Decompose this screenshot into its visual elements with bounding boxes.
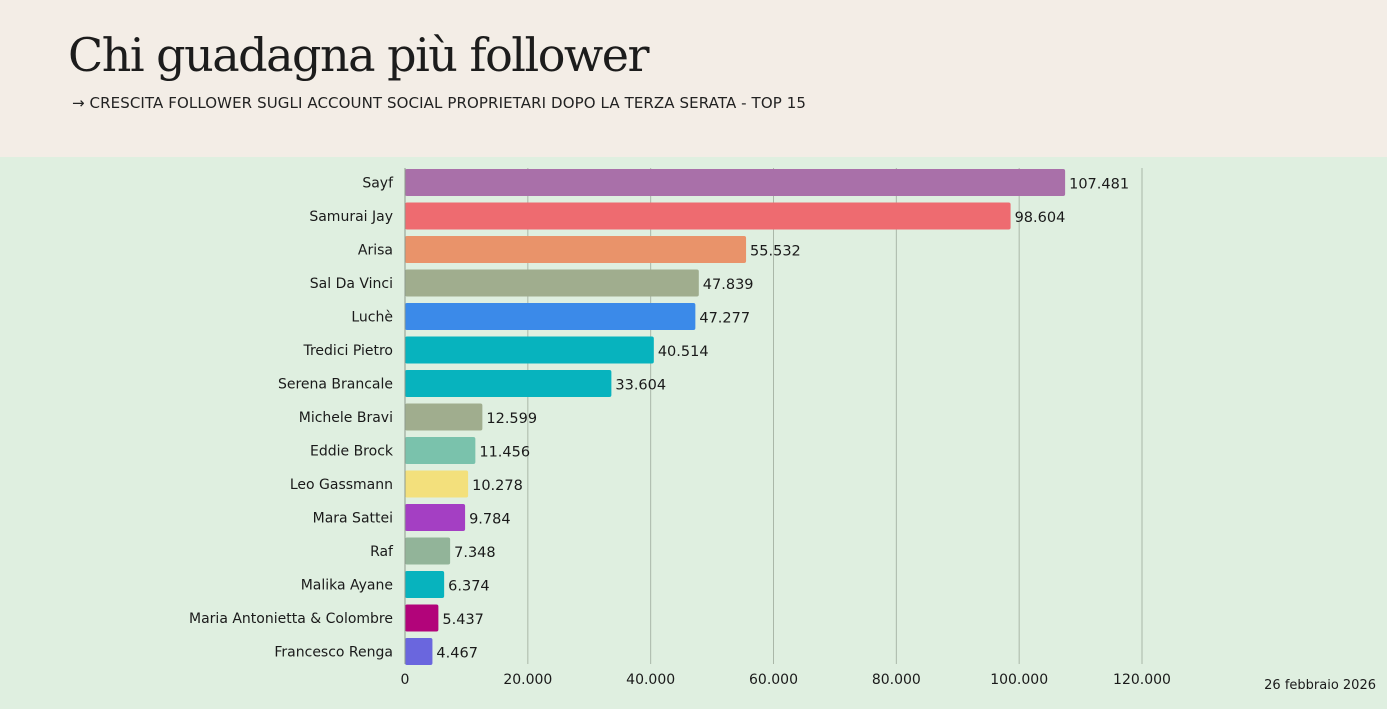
bar	[405, 403, 483, 431]
bar	[405, 303, 696, 330]
category-label: Raf	[370, 544, 394, 560]
category-label: Sayf	[362, 176, 394, 192]
category-label: Maria Antonietta & Colombre	[189, 611, 393, 627]
value-label: 6.374	[448, 579, 490, 595]
value-label: 11.456	[479, 445, 530, 461]
category-label: Leo Gassmann	[290, 477, 393, 493]
x-tick-label: 100.000	[990, 672, 1048, 688]
category-label: Samurai Jay	[309, 209, 393, 225]
bar	[405, 638, 433, 665]
value-label: 107.481	[1069, 177, 1129, 193]
category-label: Sal Da Vinci	[310, 276, 393, 292]
bar	[405, 437, 476, 464]
category-label: Eddie Brock	[310, 444, 394, 460]
x-tick-label: 0	[401, 672, 410, 688]
value-label: 10.278	[472, 478, 523, 494]
bar	[405, 370, 612, 397]
value-label: 5.437	[442, 612, 484, 628]
bar	[405, 504, 466, 531]
category-label: Luchè	[351, 310, 393, 326]
value-label: 7.348	[454, 545, 496, 561]
bar	[405, 169, 1066, 196]
category-label: Arisa	[358, 243, 393, 259]
chart-title: Chi guadagna più follower	[68, 28, 649, 82]
value-label: 55.532	[750, 244, 801, 260]
value-label: 12.599	[486, 411, 537, 427]
x-tick-label: 40.000	[626, 672, 675, 688]
bar	[405, 604, 439, 632]
value-label: 9.784	[469, 512, 511, 528]
bar	[405, 537, 451, 565]
value-label: 4.467	[436, 646, 478, 662]
bar	[405, 470, 469, 498]
category-label: Malika Ayane	[301, 578, 393, 594]
bar	[405, 571, 445, 598]
category-label: Francesco Renga	[274, 645, 393, 661]
x-tick-label: 20.000	[503, 672, 552, 688]
x-tick-label: 60.000	[749, 672, 798, 688]
x-tick-label: 120.000	[1113, 672, 1171, 688]
bar	[405, 202, 1011, 230]
publication-date: 26 febbraio 2026	[1264, 678, 1376, 693]
bar	[405, 269, 699, 297]
value-label: 98.604	[1015, 210, 1066, 226]
bar	[405, 236, 747, 263]
category-label: Mara Sattei	[313, 511, 393, 527]
category-label: Tredici Pietro	[302, 343, 393, 359]
value-label: 40.514	[658, 344, 709, 360]
category-label: Michele Bravi	[299, 410, 393, 426]
chart-subtitle: → CRESCITA FOLLOWER SUGLI ACCOUNT SOCIAL…	[72, 94, 807, 112]
header: Chi guadagna più follower → CRESCITA FOL…	[0, 0, 1387, 157]
value-label: 47.839	[703, 277, 754, 293]
category-label: Serena Brancale	[278, 377, 393, 393]
value-label: 47.277	[699, 311, 750, 327]
value-label: 33.604	[615, 378, 666, 394]
bar	[405, 336, 654, 364]
x-tick-label: 80.000	[872, 672, 921, 688]
